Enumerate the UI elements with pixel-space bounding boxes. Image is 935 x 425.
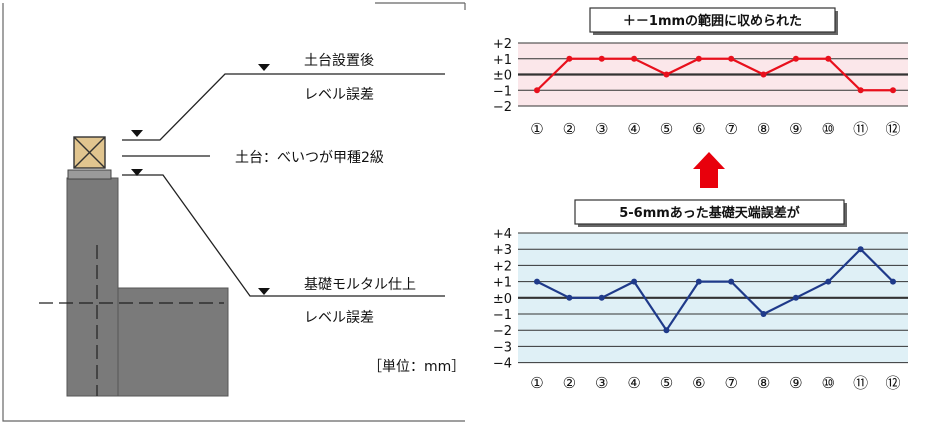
y-tick-label: +1 xyxy=(493,276,512,291)
y-tick-label: −2 xyxy=(493,324,512,339)
y-tick-label: ±0 xyxy=(493,69,512,84)
data-point xyxy=(792,294,799,301)
y-tick-label: +2 xyxy=(493,37,512,52)
y-tick-label: −4 xyxy=(493,357,512,372)
title-box xyxy=(589,7,836,33)
series-line xyxy=(536,247,894,333)
level-marker-foundation xyxy=(131,169,143,176)
y-tick-label: +2 xyxy=(493,259,512,274)
data-point xyxy=(792,55,799,62)
x-category-label: ⑩ xyxy=(822,374,835,392)
x-category-label: ⑨ xyxy=(789,120,802,138)
x-category-label: ⑦ xyxy=(724,374,737,392)
data-point xyxy=(695,278,702,285)
chart-top: +2+1±0−1−2 ① ② ③ ④ ⑤ ⑥ ⑦ ⑧ ⑨ ⑩ ⑪ ⑫ ＋－1mmの範囲に収められた xyxy=(493,7,908,138)
x-category-label: ② xyxy=(563,120,576,138)
x-category-label: ⑪ xyxy=(853,120,868,138)
x-category-label: ⑦ xyxy=(724,120,737,138)
x-category-label: ④ xyxy=(627,374,640,392)
data-point xyxy=(663,327,670,334)
data-point xyxy=(566,294,573,301)
chart-title: 5-6mmあった基礎天端誤差が xyxy=(619,205,800,221)
leader-bottom xyxy=(122,174,445,297)
label-mortar-finish: 基礎モルタル仕上 xyxy=(304,276,416,293)
sill-timber-cross-b xyxy=(73,136,106,169)
x-category-label: ⑥ xyxy=(692,374,705,392)
data-point xyxy=(598,294,605,301)
label-level-error-top: レベル誤差 xyxy=(304,87,374,103)
y-tick-label: −2 xyxy=(493,100,512,115)
data-point xyxy=(728,55,735,62)
arrow-head xyxy=(693,152,725,169)
sill-packing xyxy=(67,169,112,180)
level-marker-timber xyxy=(131,130,143,137)
data-point xyxy=(890,278,896,285)
x-category-label: ⑤ xyxy=(660,120,673,138)
x-category-label: ① xyxy=(530,374,543,392)
label-level-error-bottom: レベル誤差 xyxy=(304,310,374,326)
y-tick-label: ±0 xyxy=(493,292,512,307)
y-tick-label: −3 xyxy=(493,340,512,355)
data-point xyxy=(534,278,540,285)
data-point xyxy=(566,55,573,62)
x-category-label: ② xyxy=(563,374,576,392)
data-point xyxy=(825,55,832,62)
data-point xyxy=(631,278,638,285)
data-point xyxy=(728,278,735,285)
data-point xyxy=(534,87,540,94)
y-tick-label: +3 xyxy=(493,243,512,258)
level-markers xyxy=(131,64,270,295)
y-tick-label: −1 xyxy=(493,84,512,99)
x-category-label: ⑪ xyxy=(853,374,868,392)
title-box xyxy=(574,199,845,225)
x-category-label: ⑫ xyxy=(885,374,900,392)
x-category-label: ⑤ xyxy=(660,374,673,392)
up-arrow-icon xyxy=(693,152,725,188)
series-line xyxy=(536,57,893,92)
leader-lines xyxy=(122,73,445,297)
x-category-label: ⑥ xyxy=(692,120,705,138)
chart-title: ＋－1mmの範囲に収められた xyxy=(623,13,802,29)
level-marker-bottom xyxy=(258,288,270,295)
data-point xyxy=(695,55,702,62)
arrow-shaft xyxy=(700,168,718,188)
x-category-label: ① xyxy=(530,120,543,138)
y-tick-label: +1 xyxy=(493,53,512,68)
data-point xyxy=(857,246,864,253)
x-category-label: ⑫ xyxy=(885,120,900,138)
chart-bottom: +4+3+2 +1±0−1−2−3 −4 ① ② ③ ④ ⑤ ⑥ ⑦ ⑧ ⑨ ⑩ ⑪ ⑫ 5-6mmあった基礎… xyxy=(493,199,908,392)
left-panel-frame xyxy=(2,3,465,422)
data-point xyxy=(760,71,767,78)
data-point xyxy=(760,311,767,317)
foundation-wall xyxy=(66,177,119,397)
x-category-label: ⑩ xyxy=(822,120,835,138)
unit-note: ［単位：mm］ xyxy=(368,359,465,375)
data-point xyxy=(663,71,670,78)
x-category-label: ③ xyxy=(595,374,608,392)
data-point xyxy=(857,87,864,94)
left-labels: 土台設置後 レベル誤差 土台：べいつが甲種2級 基礎モルタル仕上 レベル誤差 ［… xyxy=(235,53,465,375)
data-point xyxy=(825,278,832,285)
data-point xyxy=(890,87,896,94)
x-category-label: ⑧ xyxy=(757,120,770,138)
foundation-slab xyxy=(117,287,229,397)
x-category-label: ⑧ xyxy=(757,374,770,392)
data-point xyxy=(598,55,605,62)
label-after-sill: 土台設置後 xyxy=(304,53,374,69)
y-tick-label: +4 xyxy=(493,227,512,242)
y-tick-label: −1 xyxy=(493,308,512,323)
foundation-drawing xyxy=(39,136,229,397)
label-sill-material: 土台：べいつが甲種2級 xyxy=(235,150,384,166)
level-marker-top xyxy=(258,64,270,71)
data-point xyxy=(631,55,638,62)
leader-top xyxy=(122,73,445,141)
x-category-label: ⑨ xyxy=(789,374,802,392)
x-category-label: ③ xyxy=(595,120,608,138)
x-category-label: ④ xyxy=(627,120,640,138)
